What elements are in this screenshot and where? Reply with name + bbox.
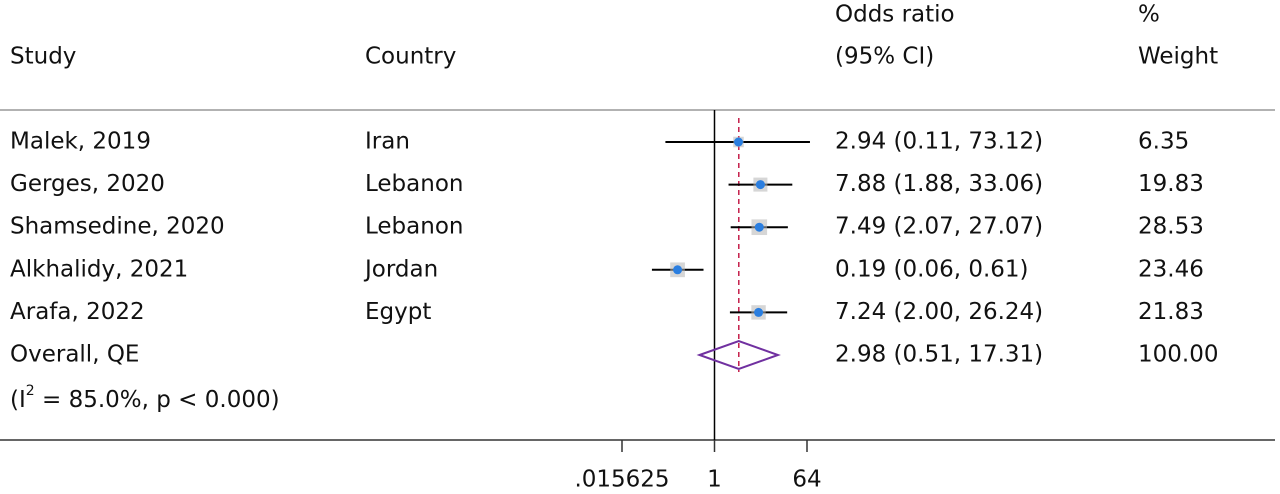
study-name: Shamsedine, 2020 [10, 214, 225, 240]
study-name: Alkhalidy, 2021 [10, 256, 188, 282]
weight: 100.00 [1138, 342, 1218, 368]
heterogeneity-part: = 85.0%, p < 0.000) [35, 387, 280, 413]
weight: 6.35 [1138, 129, 1189, 155]
effect-label: 7.24 (2.00, 26.24) [835, 299, 1043, 325]
weight: 21.83 [1138, 299, 1204, 325]
study-name: Gerges, 2020 [10, 171, 165, 197]
point-estimate [755, 180, 765, 190]
column-header: Country [365, 44, 456, 70]
point-estimate [754, 222, 764, 232]
column-header: Study [10, 44, 76, 70]
x-tick-label: .015625 [574, 467, 669, 493]
effect-label: 7.49 (2.07, 27.07) [835, 214, 1043, 240]
heterogeneity: (I2 = 85.0%, p < 0.000) [10, 383, 280, 413]
heterogeneity-part: (I [10, 387, 26, 413]
country: Egypt [365, 299, 431, 325]
country: Iran [365, 129, 410, 155]
country: Jordan [363, 256, 438, 282]
country: Lebanon [365, 171, 463, 197]
effect-label: 0.19 (0.06, 0.61) [835, 256, 1029, 282]
weight: 28.53 [1138, 214, 1204, 240]
study-name: Arafa, 2022 [10, 299, 145, 325]
country: Lebanon [365, 214, 463, 240]
study-name: Malek, 2019 [10, 129, 151, 155]
column-header: Weight [1138, 44, 1218, 70]
heterogeneity-part: 2 [26, 383, 35, 399]
weight: 23.46 [1138, 256, 1204, 282]
weight: 19.83 [1138, 171, 1204, 197]
x-tick-label: 1 [707, 467, 722, 493]
point-estimate [733, 137, 743, 147]
effect-label: 2.98 (0.51, 17.31) [835, 342, 1043, 368]
effect-label: 7.88 (1.88, 33.06) [835, 171, 1043, 197]
point-estimate [754, 307, 764, 317]
effect-label: 2.94 (0.11, 73.12) [835, 129, 1043, 155]
point-estimate [673, 265, 683, 275]
x-tick-label: 64 [792, 467, 821, 493]
column-header: (95% CI) [835, 44, 934, 70]
overall-name: Overall, QE [10, 342, 139, 368]
column-header: % [1138, 2, 1160, 28]
column-header: Odds ratio [835, 2, 955, 28]
overall-diamond [696, 339, 781, 371]
